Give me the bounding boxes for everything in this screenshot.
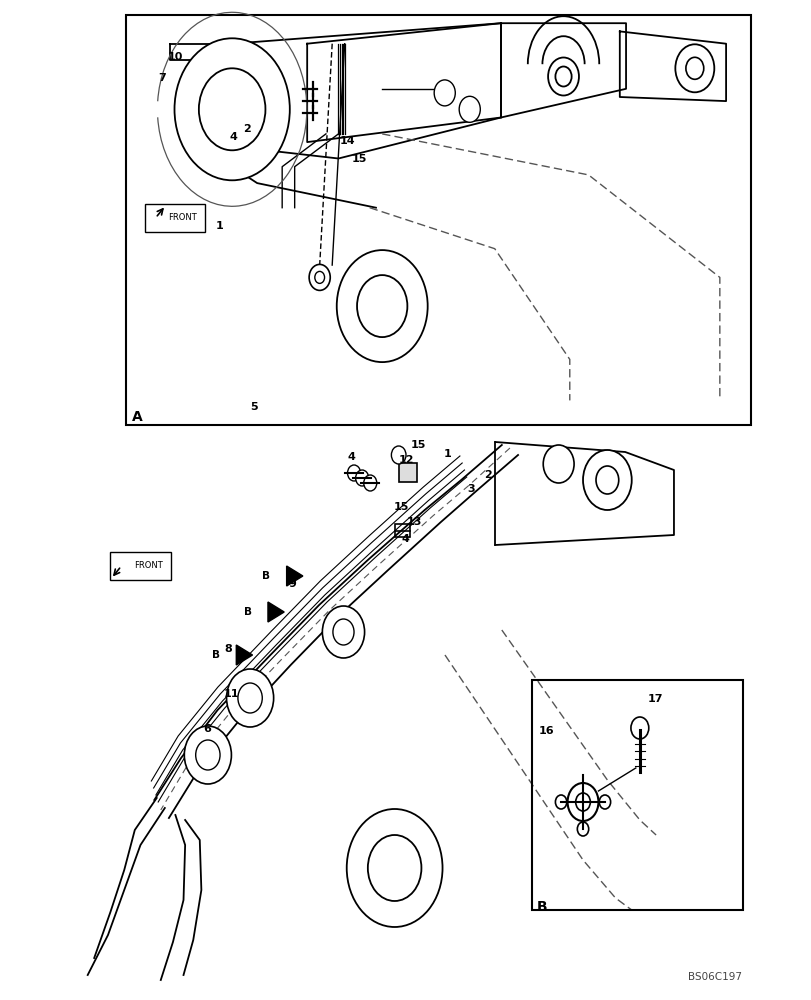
Circle shape [309, 264, 330, 290]
Text: 16: 16 [539, 726, 554, 736]
Circle shape [355, 470, 368, 486]
Bar [531, 680, 742, 910]
Text: 3: 3 [466, 484, 474, 494]
Circle shape [685, 57, 703, 79]
Text: 4: 4 [347, 452, 355, 462]
Circle shape [434, 80, 455, 106]
Circle shape [363, 475, 376, 491]
Circle shape [555, 66, 571, 87]
Circle shape [543, 445, 573, 483]
Text: 15: 15 [410, 440, 426, 450]
Bar [394, 524, 410, 537]
Text: 6: 6 [203, 724, 211, 734]
Circle shape [184, 726, 231, 784]
Text: 11: 11 [224, 689, 239, 699]
Circle shape [337, 250, 427, 362]
Text: BS06C197: BS06C197 [687, 972, 740, 982]
Circle shape [347, 465, 360, 481]
Circle shape [238, 683, 262, 713]
Circle shape [195, 740, 220, 770]
Circle shape [315, 271, 324, 283]
Text: 1: 1 [443, 449, 451, 459]
Circle shape [367, 835, 421, 901]
Text: B: B [536, 900, 547, 914]
Text: FRONT: FRONT [134, 562, 162, 570]
Text: B: B [212, 650, 220, 660]
Circle shape [333, 619, 354, 645]
Circle shape [391, 446, 406, 464]
Circle shape [555, 795, 566, 809]
FancyBboxPatch shape [110, 552, 171, 580]
Text: 4: 4 [401, 534, 409, 544]
Polygon shape [236, 645, 252, 665]
Text: 5: 5 [250, 402, 257, 412]
Circle shape [547, 57, 578, 96]
Bar [398, 463, 417, 482]
Circle shape [459, 96, 480, 122]
Text: 17: 17 [647, 694, 663, 704]
Circle shape [346, 809, 442, 927]
Circle shape [675, 44, 714, 92]
Circle shape [226, 669, 273, 727]
Text: 9: 9 [288, 579, 296, 589]
Bar [126, 15, 750, 425]
Text: 2: 2 [242, 124, 251, 134]
FancyBboxPatch shape [144, 204, 205, 232]
Circle shape [630, 717, 648, 739]
Text: B: B [243, 607, 251, 617]
Circle shape [567, 783, 598, 821]
Text: 15: 15 [351, 154, 367, 164]
Circle shape [582, 450, 631, 510]
Circle shape [357, 275, 407, 337]
Text: B: B [262, 571, 270, 581]
Circle shape [595, 466, 618, 494]
Text: 14: 14 [339, 136, 354, 146]
Circle shape [599, 795, 610, 809]
Text: 10: 10 [167, 52, 182, 62]
Polygon shape [286, 566, 303, 586]
Circle shape [199, 68, 265, 150]
Circle shape [577, 822, 588, 836]
Text: 1: 1 [216, 221, 224, 231]
Text: FRONT: FRONT [168, 214, 196, 223]
Text: 7: 7 [158, 73, 166, 83]
Polygon shape [268, 602, 284, 622]
Circle shape [575, 793, 590, 811]
Text: 12: 12 [398, 455, 414, 465]
Text: A: A [132, 410, 143, 424]
Text: 4: 4 [230, 132, 238, 142]
Text: 2: 2 [483, 470, 491, 480]
Circle shape [174, 38, 290, 180]
Text: 13: 13 [406, 517, 422, 527]
Text: 8: 8 [224, 644, 232, 654]
Text: 15: 15 [393, 502, 409, 512]
Circle shape [322, 606, 364, 658]
